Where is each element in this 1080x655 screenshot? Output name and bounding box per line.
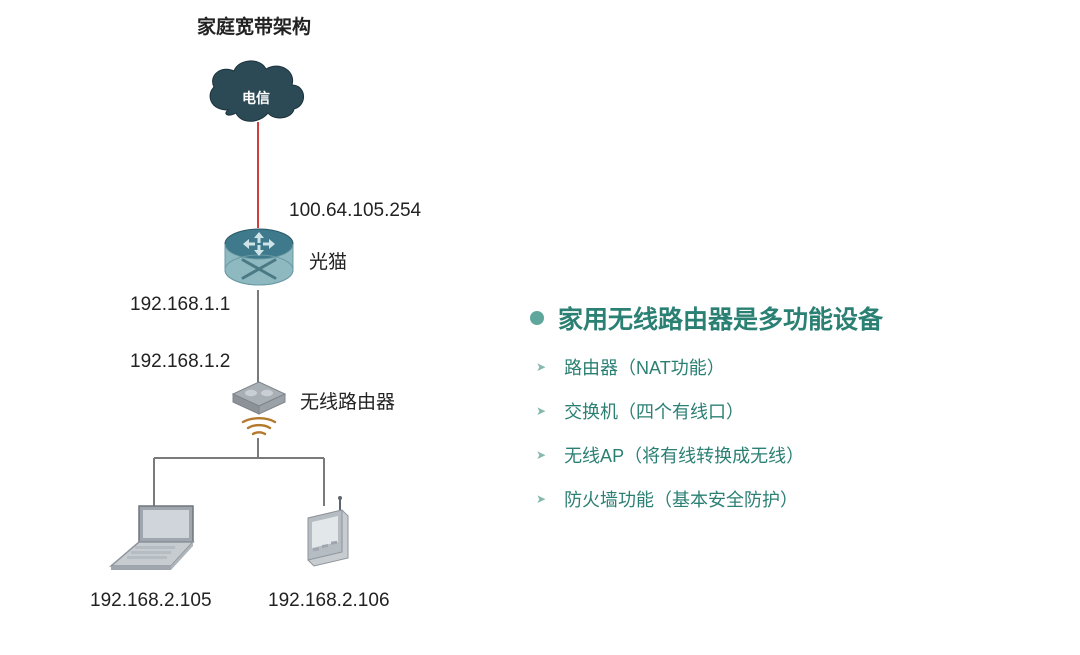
feature-item-label: 交换机（四个有线口） — [564, 398, 744, 424]
bullet-dot-icon — [530, 311, 544, 325]
ap-wan-ip: 192.168.1.2 — [130, 351, 230, 373]
feature-list: 家用无线路由器是多功能设备 ➤ 路由器（NAT功能） ➤ 交换机（四个有线口） … — [530, 300, 883, 530]
laptop-icon — [103, 502, 203, 574]
phone-icon — [298, 496, 354, 574]
feature-item: ➤ 交换机（四个有线口） — [536, 398, 883, 424]
chevron-right-icon: ➤ — [536, 448, 546, 462]
edge-cloud-router — [257, 122, 259, 228]
chevron-right-icon: ➤ — [536, 492, 546, 506]
router-icon — [219, 226, 299, 292]
chevron-right-icon: ➤ — [536, 360, 546, 374]
laptop-ip: 192.168.2.105 — [90, 590, 212, 612]
router-lan-ip: 192.168.1.1 — [130, 294, 230, 316]
router-wan-ip: 100.64.105.254 — [289, 200, 421, 222]
phone-ip: 192.168.2.106 — [268, 590, 390, 612]
feature-item: ➤ 路由器（NAT功能） — [536, 354, 883, 380]
feature-item: ➤ 无线AP（将有线转换成无线） — [536, 442, 883, 468]
feature-item-label: 路由器（NAT功能） — [564, 354, 725, 380]
diagram-canvas: 家庭宽带架构 电信 100.64.105.254 光猫 192.168.1.1 … — [0, 0, 1080, 655]
wireless-ap-icon — [229, 380, 289, 442]
feature-item-label: 防火墙功能（基本安全防护） — [564, 486, 798, 512]
feature-item: ➤ 防火墙功能（基本安全防护） — [536, 486, 883, 512]
feature-heading-text: 家用无线路由器是多功能设备 — [558, 300, 883, 336]
chevron-right-icon: ➤ — [536, 404, 546, 418]
diagram-title: 家庭宽带架构 — [197, 12, 311, 39]
feature-heading: 家用无线路由器是多功能设备 — [530, 300, 883, 336]
ap-label: 无线路由器 — [300, 387, 395, 414]
cloud-label: 电信 — [242, 88, 270, 108]
edge-router-ap — [257, 290, 259, 384]
feature-item-label: 无线AP（将有线转换成无线） — [564, 442, 804, 468]
router-label: 光猫 — [309, 247, 347, 274]
